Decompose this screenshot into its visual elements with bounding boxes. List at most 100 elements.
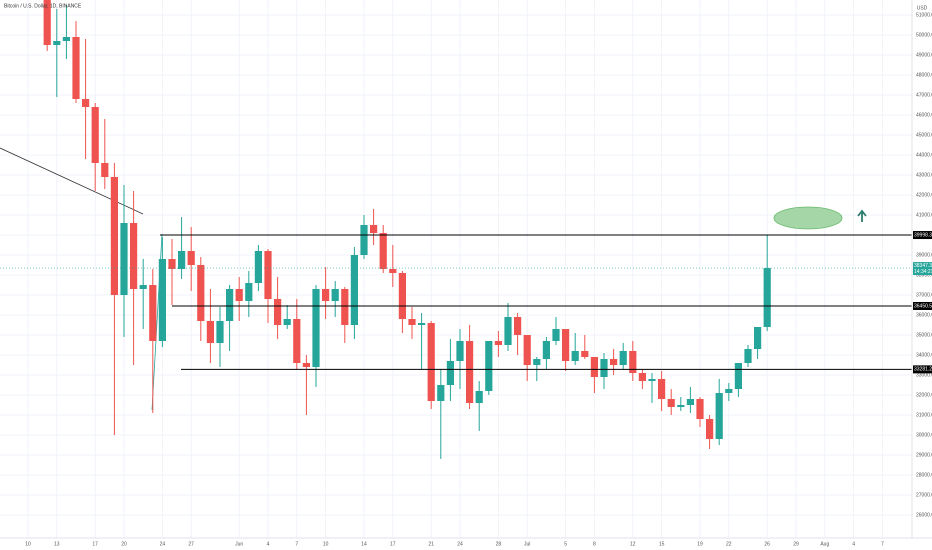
candle-body	[341, 289, 349, 325]
x-tick-label: 12	[630, 541, 636, 547]
last-price-label: 38347.38	[914, 263, 932, 269]
y-tick-label: 44000.00	[916, 152, 932, 158]
candle-body	[350, 255, 358, 325]
x-tick-label: 22	[726, 541, 732, 547]
candle-body	[504, 317, 512, 345]
x-tick-label: 7	[881, 541, 884, 547]
x-tick-label: 24	[160, 541, 166, 547]
candle-body	[197, 265, 205, 321]
candle-body	[715, 393, 723, 439]
y-tick-label: 29000.00	[916, 452, 932, 458]
x-tick-label: 27	[188, 541, 194, 547]
trend-line	[0, 147, 144, 215]
x-tick-label: Jun	[235, 541, 243, 547]
x-tick-label: 10	[25, 541, 31, 547]
candle-body	[456, 341, 464, 361]
candle-body	[389, 269, 397, 273]
candle-body	[110, 177, 118, 295]
candle-body	[187, 251, 195, 265]
candle-body	[91, 107, 99, 163]
candle-body	[418, 323, 426, 325]
x-tick-label: Jul	[524, 541, 530, 547]
candle-body	[302, 363, 310, 367]
candle-body	[264, 251, 272, 299]
y-tick-label: 46000.00	[916, 112, 932, 118]
y-tick-label: 31000.00	[916, 412, 932, 418]
x-tick-label: 15	[659, 541, 665, 547]
x-tick-label: 29	[793, 541, 799, 547]
candle-body	[235, 289, 243, 301]
candle-body	[754, 327, 762, 349]
candle-body	[763, 268, 771, 327]
y-tick-label: 45000.00	[916, 132, 932, 138]
candle-body	[149, 285, 157, 341]
candle-body	[667, 399, 675, 407]
candle-body	[379, 233, 387, 269]
candle-body	[562, 329, 570, 361]
candle-body	[475, 391, 483, 403]
candle-body	[130, 223, 138, 289]
candle-body	[619, 351, 627, 365]
candle-body	[53, 41, 61, 45]
y-tick-label: 34000.00	[916, 352, 932, 358]
candle-body	[245, 283, 253, 301]
y-tick-label: 30000.00	[916, 432, 932, 438]
candle-body	[398, 273, 406, 319]
candle-body	[72, 37, 80, 99]
x-tick-label: 17	[92, 541, 98, 547]
x-tick-label: 14	[361, 541, 367, 547]
candle-body	[427, 323, 435, 401]
candle-body	[648, 379, 656, 381]
y-tick-label: 51000.00	[916, 12, 932, 18]
target-ellipse	[773, 206, 843, 230]
candle-body	[446, 361, 454, 385]
candle-body	[600, 359, 608, 377]
x-tick-label: 4	[852, 541, 855, 547]
candle-body	[62, 37, 70, 41]
candle-body	[312, 289, 320, 367]
x-tick-label: 4	[267, 541, 270, 547]
plot-area	[0, 0, 912, 459]
candle-body	[686, 399, 694, 405]
candle-body	[696, 399, 704, 419]
candle-body	[571, 351, 579, 361]
candle-body	[120, 223, 128, 295]
level-label: 33281.23	[914, 367, 932, 373]
x-tick-label: 7	[295, 541, 298, 547]
candle-body	[734, 363, 742, 389]
candle-body	[168, 259, 176, 269]
candle-body	[677, 405, 685, 407]
y-tick-label: 47000.00	[916, 92, 932, 98]
x-tick-label: 24	[457, 541, 463, 547]
candle-body	[322, 289, 330, 301]
y-tick-label: 35000.00	[916, 332, 932, 338]
candle-body	[485, 341, 493, 391]
x-tick-label: 5	[564, 541, 567, 547]
x-tick-label: 28	[496, 541, 502, 547]
x-tick-label: 8	[593, 541, 596, 547]
candle-body	[542, 341, 550, 359]
candle-body	[744, 349, 752, 363]
x-tick-label: 19	[697, 541, 703, 547]
y-tick-label: 33000.00	[916, 372, 932, 378]
candle-body	[725, 389, 733, 393]
candle-body	[158, 259, 166, 341]
y-tick-label: 49000.00	[916, 52, 932, 58]
candle-body	[216, 321, 224, 343]
y-tick-label: 37000.00	[916, 292, 932, 298]
level-label-box	[913, 365, 932, 374]
level-label: 39998.30	[914, 232, 932, 238]
candle-body	[226, 289, 234, 321]
x-tick-label: 20	[121, 541, 127, 547]
level-label-box	[913, 231, 932, 240]
candle-body	[437, 385, 445, 401]
candle-body	[370, 225, 378, 233]
candle-body	[466, 341, 474, 403]
x-tick-label: 13	[54, 541, 60, 547]
candle-body	[283, 319, 291, 325]
candle-body	[101, 163, 109, 177]
candle-body	[610, 359, 618, 365]
candle-body	[408, 319, 416, 325]
candle-body	[706, 419, 714, 439]
